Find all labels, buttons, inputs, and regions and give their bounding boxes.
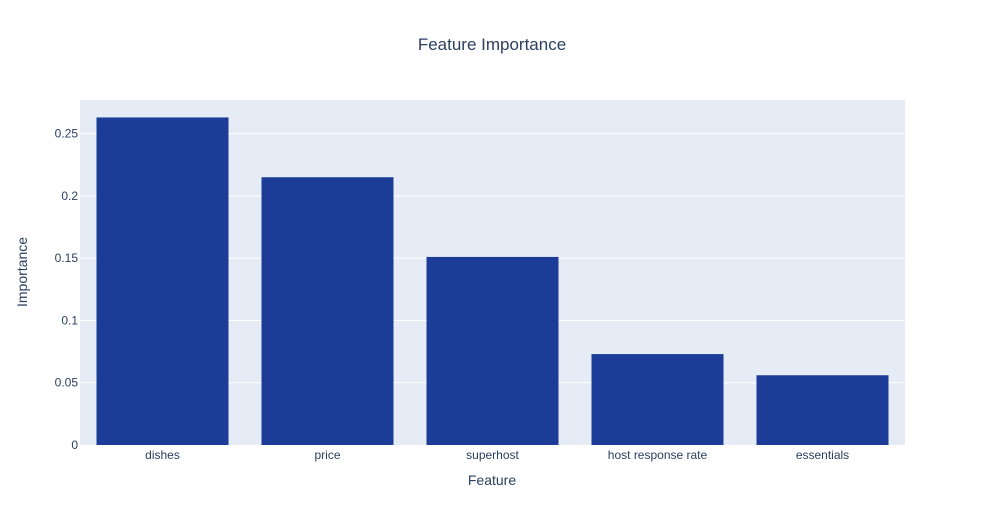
bars xyxy=(96,117,889,445)
chart-title: Feature Importance xyxy=(418,35,566,54)
x-axis-title: Feature xyxy=(468,472,516,488)
x-tick-label: superhost xyxy=(466,448,519,462)
bar-host-response-rate[interactable] xyxy=(591,354,724,445)
y-tick-label: 0.2 xyxy=(61,189,78,203)
y-tick-label: 0.1 xyxy=(61,313,78,327)
y-tick-label: 0.25 xyxy=(55,127,79,141)
x-tick-labels: dishes price superhost host response rate es… xyxy=(145,448,849,462)
x-tick-label: dishes xyxy=(145,448,180,462)
x-tick-label: price xyxy=(314,448,340,462)
bar-superhost[interactable] xyxy=(426,256,559,445)
bar-essentials[interactable] xyxy=(756,375,889,445)
bar-dishes[interactable] xyxy=(96,117,229,445)
x-tick-label: essentials xyxy=(796,448,849,462)
bar-price[interactable] xyxy=(261,177,394,445)
y-axis-title: Importance xyxy=(14,237,30,307)
y-tick-label: 0.05 xyxy=(55,376,79,390)
y-tick-label: 0 xyxy=(71,438,78,452)
y-tick-label: 0.15 xyxy=(55,251,79,265)
x-tick-label: host response rate xyxy=(608,448,708,462)
y-tick-labels: 0 0.05 0.1 0.15 0.2 0.25 xyxy=(55,127,79,452)
